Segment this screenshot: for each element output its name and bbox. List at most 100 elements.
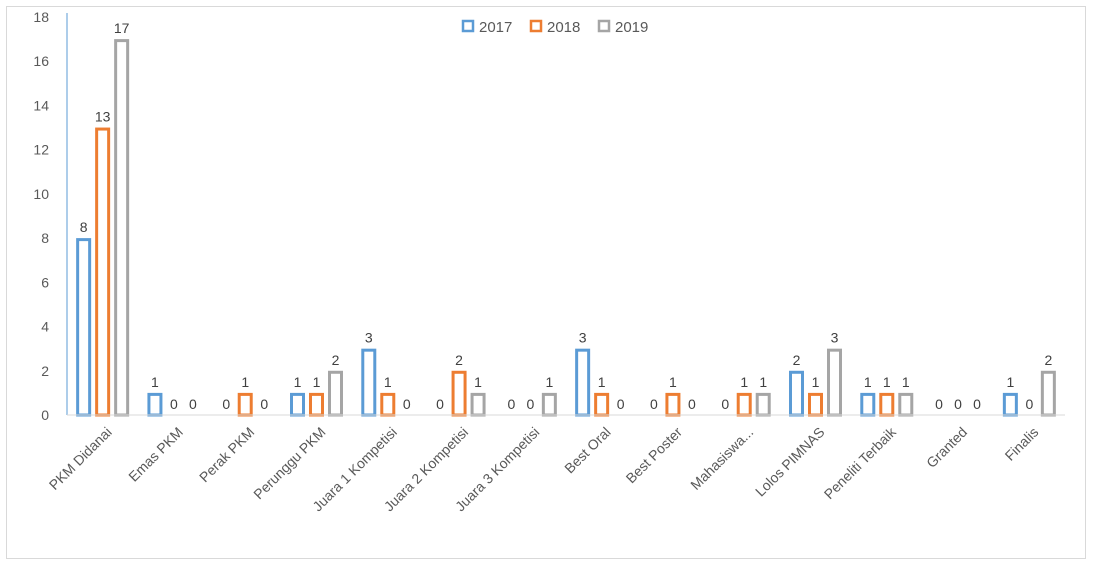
data-label: 0 [688,396,696,412]
data-label: 0 [721,396,729,412]
bar-2018-11 [879,392,895,417]
y-axis: 0 2 4 6 8 10 12 14 16 18 [33,9,68,423]
y-tick-label: 0 [41,407,49,423]
data-label: 1 [545,374,553,390]
chart-frame [6,6,1086,559]
x-tick-label: Lolos PIMNAS [752,424,828,500]
data-label: 0 [260,396,268,412]
bar-2017-0 [76,238,92,417]
x-tick-label: Mahasiswa... [687,424,756,493]
data-label: 0 [222,396,230,412]
bar-2017-13 [1002,392,1018,417]
data-label: 17 [114,20,130,36]
bar-2018-0 [95,127,111,417]
x-tick-label: Granted [923,424,970,471]
data-label: 0 [403,396,411,412]
x-tick-label: Best Oral [561,424,614,477]
bar-2019-10 [827,348,842,417]
bar-2018-9 [736,392,752,417]
data-label: 0 [507,396,515,412]
bar-2019-5 [470,392,486,417]
data-label: 8 [80,219,88,235]
data-label: 0 [526,396,534,412]
bar-2018-10 [808,392,823,417]
data-label: 1 [740,374,748,390]
bar-2017-10 [789,370,804,417]
y-tick-label: 12 [33,142,49,158]
data-label: 0 [935,396,943,412]
bar-2019-13 [1040,370,1056,417]
data-label: 1 [669,374,677,390]
x-tick-label: Finalis [1002,424,1042,464]
bar-2018-5 [451,370,467,417]
bar-2019-3 [328,370,343,417]
x-tick-label: Emas PKM [125,424,186,485]
legend-swatch-2017 [461,19,475,33]
data-label: 1 [902,374,910,390]
bar-2017-1 [147,392,163,417]
data-label: 1 [474,374,482,390]
bar-2018-4 [380,392,396,417]
data-label: 1 [151,374,159,390]
data-label: 0 [436,396,444,412]
legend-swatch-2018 [529,19,543,33]
bars [76,39,1056,417]
data-label: 1 [864,374,872,390]
data-label: 13 [95,109,111,125]
data-label: 3 [365,330,373,346]
legend-swatch-2019 [597,19,611,33]
y-tick-label: 8 [41,230,49,246]
data-label: 0 [973,396,981,412]
data-label: 1 [883,374,891,390]
data-label: 1 [812,374,820,390]
bar-2019-0 [114,39,130,417]
data-label: 2 [455,352,463,368]
legend-label-2018: 2018 [547,19,580,36]
y-tick-label: 2 [41,363,49,379]
bar-2019-6 [541,392,557,417]
y-tick-label: 16 [33,53,49,69]
data-label: 1 [241,374,249,390]
data-label: 1 [384,374,392,390]
bar-2018-2 [237,392,253,417]
bar-2018-7 [594,392,610,417]
data-label: 1 [1006,374,1014,390]
data-label: 1 [294,374,302,390]
y-tick-label: 10 [33,186,49,202]
x-tick-label: Perunggu PKM [250,424,328,502]
x-tick-label: Best Poster [623,424,686,487]
bar-2017-11 [860,392,876,417]
bar-2017-3 [290,392,305,417]
data-label: 0 [1025,396,1033,412]
bar-2019-11 [898,392,914,417]
x-tick-label: Perak PKM [196,424,257,485]
y-tick-label: 18 [33,9,49,25]
legend-label-2019: 2019 [615,19,648,36]
x-tick-label: PKM Didanai [46,424,115,493]
data-label: 3 [831,330,839,346]
data-label: 2 [793,352,801,368]
x-tick-label: Peneliti Terbaik [821,423,900,502]
legend-label-2017: 2017 [479,19,512,36]
data-label: 0 [650,396,658,412]
data-label: 2 [1044,352,1052,368]
data-label: 0 [954,396,962,412]
data-label: 0 [617,396,625,412]
data-label: 3 [579,330,587,346]
y-tick-label: 6 [41,274,49,290]
data-label: 1 [598,374,606,390]
y-tick-label: 4 [41,319,49,335]
data-label: 0 [189,396,197,412]
legend: 2017 2018 2019 [461,19,648,36]
bar-2018-3 [309,392,324,417]
data-label: 2 [332,352,340,368]
bar-2018-8 [665,392,681,417]
data-label: 0 [170,396,178,412]
data-label: 1 [759,374,767,390]
bar-2019-9 [755,392,771,417]
y-tick-label: 14 [33,97,49,113]
data-label: 1 [313,374,321,390]
